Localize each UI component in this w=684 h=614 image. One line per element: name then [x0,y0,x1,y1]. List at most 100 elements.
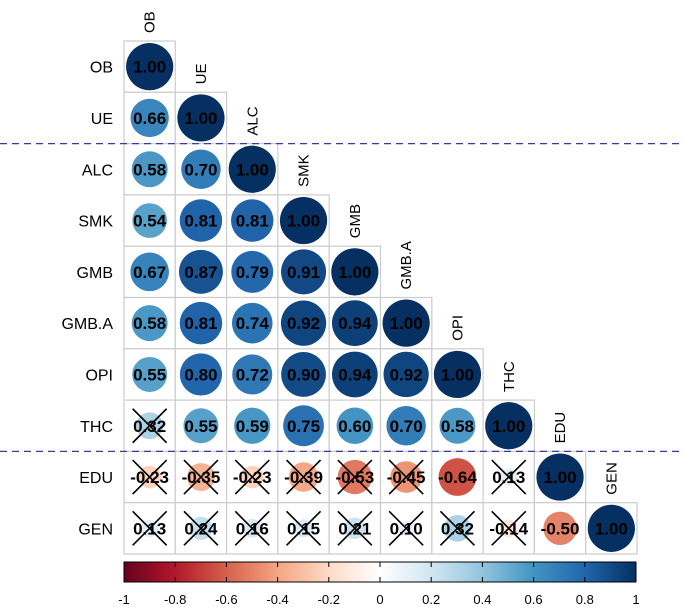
correlation-value: -0.64 [438,468,477,487]
insignificant-cross-mark [388,510,424,546]
correlation-value: 0.94 [338,314,372,333]
column-label: GMB [347,204,364,238]
correlation-circle [130,252,169,292]
correlation-value: 0.87 [184,263,217,282]
correlation-value: 0.55 [133,365,166,384]
insignificant-cross-mark [183,459,219,495]
correlation-circle [131,305,168,342]
correlation-circle [234,407,271,444]
correlation-circle [181,149,221,189]
correlation-value: 0.80 [184,365,217,384]
correlation-circle [179,353,223,396]
correlation-circle [231,250,274,293]
row-label: ALC [82,162,113,179]
row-label: UE [91,111,113,128]
correlation-value: 0.58 [133,314,166,333]
insignificant-cross-mark [132,459,168,495]
correlation-circle [183,408,219,444]
column-label: ALC [244,106,261,135]
correlation-circle [439,407,476,444]
row-label: GEN [78,521,113,538]
correlation-circle [132,356,168,392]
correlation-value: 1.00 [441,365,474,384]
correlation-circle [281,352,326,397]
row-label: OPI [85,367,113,384]
correlation-value: 0.60 [338,417,371,436]
correlation-circle [178,249,223,294]
column-label: GEN [603,462,620,495]
correlation-circle [130,98,169,138]
row-label: OB [90,60,113,77]
correlation-circle [438,458,477,496]
correlation-value: 0.81 [184,212,217,231]
correlation-circle [179,199,223,242]
correlation-circle [231,302,273,344]
insignificant-cross-mark [285,510,322,546]
colorbar-tick-label: -0.4 [266,592,288,607]
correlation-value: 0.72 [236,365,269,384]
colorbar-tick-label: 0.6 [525,592,543,607]
correlation-value: 0.81 [236,212,269,231]
correlation-circle [433,350,482,399]
colorbar-tick-label: 1 [632,592,639,607]
colorbar-tick-label: 0 [376,592,383,607]
correlation-value: 1.00 [287,212,320,231]
correlation-value: 1.00 [544,468,577,487]
row-label: EDU [79,470,113,487]
correlation-circle [179,301,223,345]
correlation-circle [177,94,225,142]
correlation-value: 0.91 [287,263,320,282]
correlation-circle [383,351,429,398]
correlation-value: 1.00 [492,417,525,436]
column-label: THC [501,361,518,392]
row-label: GMB [77,265,113,282]
insignificant-cross-mark [234,510,270,546]
correlation-value: 0.59 [236,417,269,436]
correlation-circle [231,199,274,242]
colorbar-tick-label: -0.2 [318,592,340,607]
correlation-circle [331,248,379,296]
row-label: GMB.A [61,316,113,333]
correlation-value: 0.92 [390,365,423,384]
insignificant-cross-mark [337,459,373,495]
correlation-value: 0.58 [133,160,166,179]
correlation-circle [131,151,168,188]
colorbar-tick-label: -0.6 [215,592,237,607]
column-label: OB [142,11,159,33]
correlation-circle [485,402,533,450]
row-label: THC [80,419,113,436]
correlation-circle [281,249,327,295]
correlation-value: 1.00 [133,58,166,77]
correlation-circle [232,354,273,395]
insignificant-cross-mark [285,459,322,495]
column-label: UE [193,63,210,84]
colorbar-tick-label: 0.2 [422,592,440,607]
column-label: GMB.A [398,241,415,289]
correlation-value: 0.81 [184,314,217,333]
insignificant-cross-mark [132,408,168,444]
correlation-value: 1.00 [184,109,217,128]
correlation-value: 0.94 [338,365,372,384]
correlation-circle [331,351,378,398]
correlation-value: 1.00 [236,160,269,179]
correlation-value: 0.55 [184,417,217,436]
correlation-value: 0.75 [287,417,320,436]
correlation-circle [331,300,378,347]
correlation-value: 0.74 [236,314,270,333]
correlation-circle [536,453,584,501]
insignificant-cross-mark [388,459,424,495]
correlation-value: 1.00 [390,314,423,333]
column-label: EDU [552,412,569,444]
colorbar-tick-label: -0.8 [164,592,186,607]
correlation-circle [280,300,327,346]
colorbar-tick-label: -1 [118,592,130,607]
insignificant-cross-mark [491,510,527,546]
correlation-circle [543,511,577,546]
correlation-value: 0.70 [390,417,423,436]
correlation-circle [386,406,426,446]
correlation-value: -0.50 [541,519,580,538]
colorbar-tick-label: 0.4 [473,592,491,607]
correlation-value: 0.90 [287,365,320,384]
insignificant-cross-mark [234,459,270,495]
